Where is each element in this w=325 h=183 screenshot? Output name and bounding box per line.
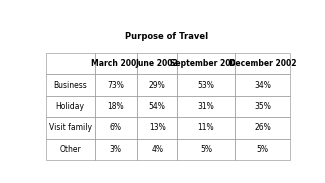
Text: Purpose of Travel: Purpose of Travel xyxy=(125,32,208,41)
